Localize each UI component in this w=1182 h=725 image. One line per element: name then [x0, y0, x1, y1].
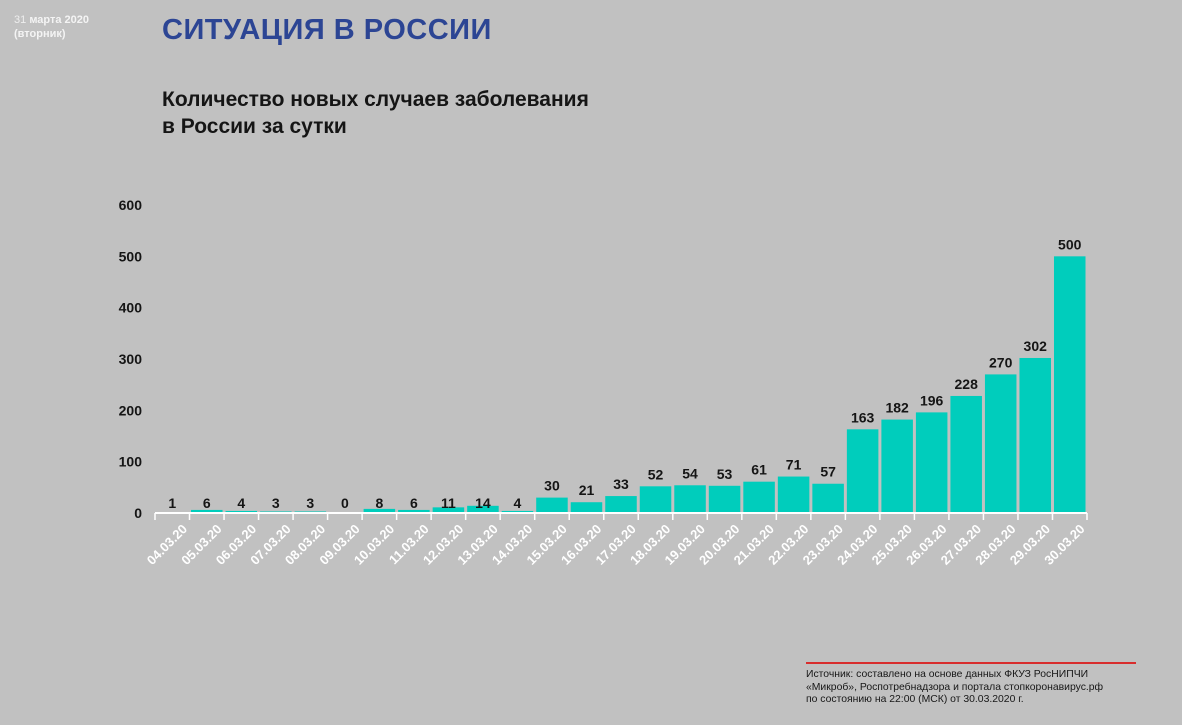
value-label: 4 [237, 495, 245, 511]
value-label: 500 [1058, 236, 1082, 252]
bar [846, 429, 879, 513]
date-day: 31 [14, 14, 27, 26]
value-label: 11 [441, 495, 456, 511]
bar [605, 496, 637, 513]
source-line-3: по состоянию на 22:00 (МСК) от 30.03.202… [806, 694, 1024, 705]
bar [915, 412, 948, 513]
bar [432, 507, 465, 513]
date-month-year: марта 2020 [29, 14, 90, 26]
value-label: 33 [613, 476, 629, 492]
value-label: 3 [306, 495, 314, 511]
bar [467, 505, 499, 513]
source-line-2: «Микроб», Роспотребнадзора и портала сто… [806, 681, 1104, 693]
bar [363, 508, 396, 513]
y-tick-label: 300 [119, 351, 143, 367]
value-label: 61 [751, 462, 767, 478]
bar [881, 419, 913, 513]
bar [984, 374, 1017, 513]
chart-subtitle-line-1: Количество новых случаев заболевания [162, 88, 589, 111]
bar [743, 481, 775, 513]
value-label: 53 [717, 466, 733, 482]
chart-subtitle: Количество новых случаев заболевания в Р… [162, 86, 682, 140]
value-label: 6 [203, 495, 211, 511]
value-label: 1 [168, 495, 176, 511]
value-label: 71 [786, 457, 802, 473]
bar [225, 510, 258, 513]
value-label: 163 [851, 409, 875, 425]
y-tick-label: 0 [134, 505, 142, 521]
value-label: 30 [544, 478, 560, 494]
value-label: 57 [820, 464, 836, 480]
value-label: 21 [579, 482, 595, 498]
source-line-1: Источник: составлено на основе данных ФК… [806, 669, 1089, 680]
y-tick-label: 400 [119, 300, 143, 316]
value-label: 0 [341, 495, 349, 511]
bar [1053, 256, 1086, 513]
value-label: 196 [920, 392, 944, 408]
bar [674, 485, 706, 513]
y-tick-label: 500 [119, 248, 143, 264]
bar [812, 483, 844, 513]
chart-subtitle-line-2: в России за сутки [162, 115, 347, 138]
bar [950, 395, 982, 513]
value-label: 54 [682, 465, 698, 481]
value-label: 6 [410, 495, 418, 511]
bar [777, 476, 810, 513]
bar [1019, 357, 1051, 513]
value-label: 182 [885, 400, 909, 416]
value-label: 8 [375, 495, 383, 511]
x-axis-ticks [154, 513, 1088, 520]
y-tick-label: 100 [119, 454, 143, 470]
source-note: Источник: составлено на основе данных ФК… [806, 662, 1136, 707]
bar [501, 510, 534, 513]
value-label: 14 [475, 495, 491, 511]
value-label: 302 [1024, 338, 1048, 354]
value-label: 3 [272, 495, 280, 511]
y-tick-label: 600 [119, 197, 143, 213]
value-label: 270 [989, 354, 1013, 370]
bar [639, 486, 672, 513]
value-label: 52 [648, 466, 664, 482]
date-block: 31 марта 2020 (вторник) [14, 13, 124, 41]
x-axis-labels: 04.03.2005.03.2006.03.2007.03.2008.03.20… [144, 521, 1088, 567]
value-label: 228 [955, 376, 979, 392]
value-label: 4 [514, 495, 522, 511]
bar [191, 509, 223, 513]
weekday: (вторник) [14, 28, 66, 40]
page-title: СИТУАЦИЯ В РОССИИ [162, 14, 492, 46]
bar [536, 497, 568, 513]
bar [398, 509, 430, 513]
bars-group [156, 256, 1086, 513]
y-tick-label: 200 [119, 402, 143, 418]
y-axis-labels: 0 100 200 300 400 500 600 [119, 197, 143, 521]
bar [708, 485, 741, 513]
bar [570, 502, 603, 513]
